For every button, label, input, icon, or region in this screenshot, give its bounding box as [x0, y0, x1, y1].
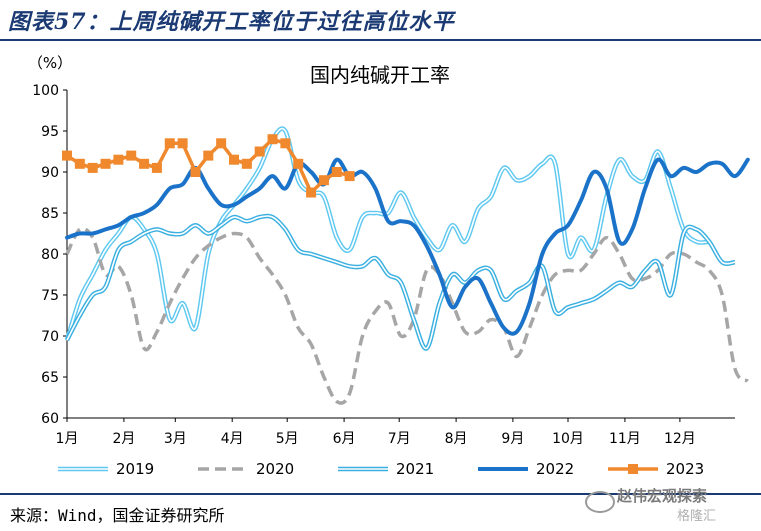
series-2023-marker	[177, 138, 188, 149]
legend-2023-label: 2023	[666, 460, 704, 478]
y-tick-label: 90	[41, 165, 59, 181]
x-tick-label: 4月	[221, 431, 244, 447]
series-2023-marker	[190, 167, 201, 177]
series-2022-line	[65, 157, 750, 336]
y-tick-label: 85	[41, 206, 59, 222]
footer-rule	[0, 493, 761, 495]
legend-2020: 2020	[198, 460, 294, 478]
y-tick-label: 80	[41, 247, 59, 263]
series-2023-marker	[74, 158, 85, 169]
x-tick-label: 7月	[388, 431, 411, 447]
legend-2021-label: 2021	[396, 460, 434, 478]
series-2019-line	[64, 126, 710, 341]
legend-2022-label: 2022	[536, 460, 574, 478]
series-2023-marker	[293, 158, 304, 169]
series-2023-marker	[203, 150, 214, 161]
y-tick-label: 60	[41, 411, 59, 427]
x-tick-label: 2月	[112, 431, 135, 447]
x-tick-label: 9月	[501, 431, 524, 447]
series-2023-marker	[164, 138, 175, 149]
chart-title: 国内纯碱开工率	[310, 63, 450, 87]
x-tick-label: 5月	[276, 431, 299, 447]
series-2022	[65, 157, 750, 336]
source-note: 来源：Wind，国金证券研究所	[10, 506, 225, 525]
title-rule	[0, 39, 761, 41]
series-2023-marker	[254, 146, 265, 157]
series-2023-marker	[100, 158, 111, 169]
x-tick-label: 3月	[164, 431, 187, 447]
series-2023-marker	[126, 150, 137, 161]
watermark-line2: 格隆汇	[677, 509, 717, 524]
watermark-line1: 赵伟宏观探索	[617, 487, 708, 505]
series-2023-marker	[241, 158, 252, 169]
series-2020-line	[65, 226, 750, 405]
legend-2020-label: 2020	[256, 460, 294, 478]
y-tick-label: 95	[41, 124, 59, 140]
watermark: 赵伟宏观探索 格隆汇	[585, 485, 755, 525]
y-tick-label: 70	[41, 329, 59, 345]
series-2021-line-inner	[66, 215, 736, 350]
legend-2023-marker	[628, 464, 638, 474]
series-2023	[62, 134, 355, 198]
series-2023-marker	[87, 162, 98, 173]
series-2023-marker	[216, 138, 227, 149]
x-tick-label: 8月	[445, 431, 468, 447]
series-2023-marker	[306, 187, 317, 198]
series-2023-marker	[267, 134, 278, 145]
series-2023-marker	[62, 150, 72, 161]
series-2020	[65, 226, 750, 405]
series-2023-marker	[229, 154, 239, 165]
chart-axes: 60 65 70 75 80 85 90 95 100 1月 2月 3月 4月 5月 6月 7月 8月 9月 10月…	[32, 83, 735, 447]
legend-2021: 2021	[338, 460, 434, 478]
series-2023-marker	[318, 175, 329, 186]
series-2023-marker	[139, 158, 150, 169]
x-tick-label: 1月	[56, 431, 79, 447]
series-2023-marker	[331, 167, 342, 177]
y-tick-label: 100	[32, 83, 59, 99]
legend-2019-label: 2019	[116, 460, 154, 478]
x-tick-label: 11月	[609, 431, 641, 447]
chart-series	[62, 126, 750, 405]
series-2019-line-inner	[66, 127, 710, 341]
y-tick-label: 65	[41, 370, 59, 386]
y-tick-label: 75	[41, 288, 59, 304]
wechat-icon	[585, 491, 615, 513]
series-2019	[64, 126, 710, 341]
figure-title: 图表57：上周纯碱开工率位于过往高位水平	[8, 9, 455, 35]
legend-2019: 2019	[58, 460, 154, 478]
x-tick-label: 10月	[552, 431, 584, 447]
series-2023-marker	[151, 162, 162, 173]
chart-legend: 2019 2020 2021 2022 2023	[58, 460, 704, 478]
legend-2022: 2022	[478, 460, 574, 478]
y-unit-label: （%）	[28, 54, 72, 72]
series-2023-marker	[113, 154, 124, 165]
series-2021	[64, 213, 736, 351]
legend-2023: 2023	[608, 460, 704, 478]
series-2023-marker	[344, 171, 355, 182]
series-2023-marker	[280, 138, 291, 149]
x-tick-label: 12月	[664, 431, 696, 447]
x-tick-label: 6月	[333, 431, 356, 447]
